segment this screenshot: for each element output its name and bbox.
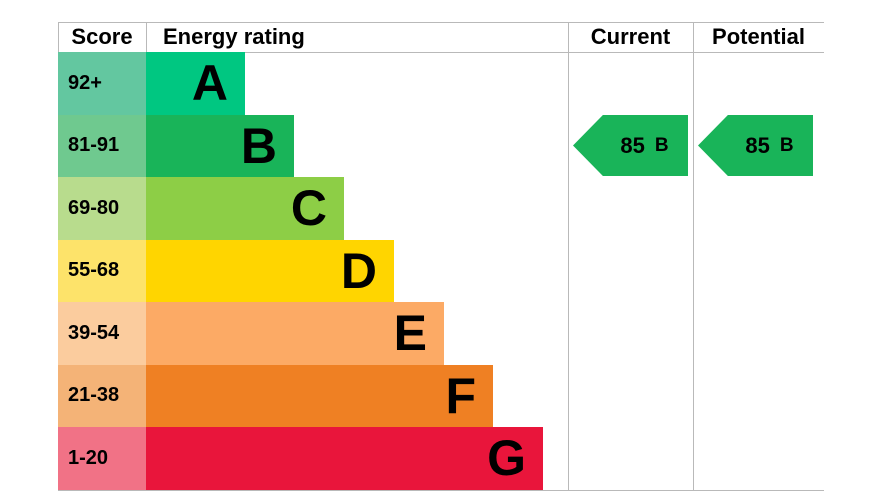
- band-row-f: 21-38 F: [58, 364, 568, 427]
- band-score-cell: 21-38: [58, 364, 146, 427]
- band-score-label: 21-38: [68, 384, 120, 407]
- band-bar: E: [146, 302, 444, 365]
- band-letter: B: [240, 117, 277, 174]
- band-score-label: 39-54: [68, 321, 120, 344]
- band-rows: 92+ A 81-91 B 69-80 C: [58, 52, 568, 490]
- band-score-cell: 69-80: [58, 177, 146, 240]
- potential-rating-arrow: 85 B: [698, 115, 813, 176]
- band-bar: A: [146, 52, 245, 115]
- band-letter: A: [191, 55, 228, 112]
- header-score: Score: [71, 24, 133, 49]
- band-score-cell: 81-91: [58, 114, 146, 177]
- band-bar: D: [146, 239, 394, 302]
- band-letter: C: [290, 180, 327, 237]
- potential-rating-score: 85: [745, 132, 770, 158]
- band-bar: B: [146, 114, 294, 177]
- band-score-cell: 39-54: [58, 302, 146, 365]
- band-letter: G: [487, 430, 526, 487]
- band-bar: G: [146, 427, 543, 490]
- score-header-right-border: [146, 22, 147, 52]
- header-bottom-border: [58, 52, 824, 53]
- band-bar: C: [146, 177, 344, 240]
- band-score-cell: 1-20: [58, 427, 146, 490]
- potential-rating-band: B: [779, 135, 794, 156]
- header-current: Current: [590, 24, 671, 49]
- band-row-d: 55-68 D: [58, 239, 568, 302]
- band-score-label: 92+: [68, 71, 102, 94]
- score-header-left-border: [58, 22, 59, 52]
- table-top-border: [58, 22, 824, 23]
- band-bar: F: [146, 364, 493, 427]
- current-column-border: [568, 22, 569, 490]
- band-row-g: 1-20 G: [58, 427, 568, 490]
- band-score-label: 55-68: [68, 259, 120, 282]
- epc-graph: Score Energy rating Current Potential 92…: [58, 22, 824, 491]
- band-score-label: 1-20: [68, 446, 109, 469]
- band-letter: F: [445, 367, 476, 424]
- band-score-label: 69-80: [68, 196, 120, 219]
- band-score-cell: 55-68: [58, 239, 146, 302]
- current-rating-arrow: 85 B: [573, 115, 688, 176]
- band-score-cell: 92+: [58, 52, 146, 115]
- band-letter: E: [393, 305, 427, 362]
- band-row-b: 81-91 B: [58, 114, 568, 177]
- band-row-c: 69-80 C: [58, 177, 568, 240]
- current-rating-score: 85: [620, 132, 645, 158]
- band-letter: D: [340, 242, 377, 299]
- band-row-e: 39-54 E: [58, 302, 568, 365]
- current-rating-band: B: [654, 135, 669, 156]
- band-score-label: 81-91: [68, 134, 120, 157]
- header-energy-rating: Energy rating: [163, 24, 305, 49]
- table-bottom-border: [58, 489, 824, 491]
- band-row-a: 92+ A: [58, 52, 568, 115]
- header-potential: Potential: [712, 24, 805, 49]
- potential-column-border: [693, 22, 694, 490]
